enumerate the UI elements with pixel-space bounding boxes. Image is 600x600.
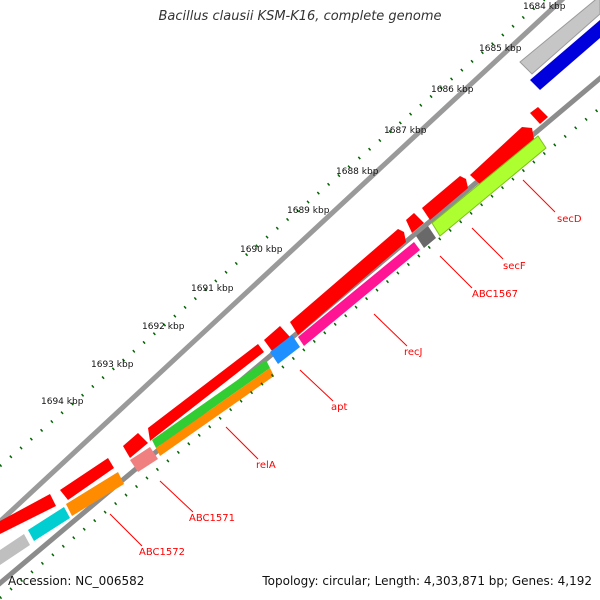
feature-gray-top[interactable] [519, 0, 600, 75]
feature-relA-green[interactable] [152, 360, 270, 448]
feature-secD[interactable] [431, 135, 547, 237]
tick-track-inner [0, 106, 600, 600]
feature-ABC1571[interactable] [130, 447, 158, 472]
tick-label: 1686 kbp [431, 85, 474, 95]
backbone-outer [0, 0, 566, 525]
feature-track-inner [0, 135, 547, 565]
gene-label-ABC1572[interactable]: ABC1572 [139, 547, 185, 558]
cds-red-7[interactable] [148, 344, 264, 441]
cds-red-5[interactable] [290, 229, 406, 335]
feature-cyan-lower[interactable] [28, 507, 70, 541]
feature-ABC1572[interactable] [66, 472, 124, 516]
feature-blue-top[interactable] [530, 20, 600, 90]
cds-red-10[interactable] [0, 494, 56, 534]
gene-label-secD[interactable]: secD [557, 214, 582, 225]
cds-red-8[interactable] [123, 433, 148, 458]
tick-label: 1687 kbp [384, 126, 427, 136]
cds-red-6[interactable] [264, 326, 290, 351]
feature-gray-lower[interactable] [0, 534, 30, 565]
feature-track-outer [0, 0, 600, 534]
tick-label: 1692 kbp [142, 322, 185, 332]
tick-label: 1691 kbp [191, 284, 234, 294]
cds-red-9[interactable] [60, 458, 114, 500]
cds-red-4[interactable] [406, 213, 424, 233]
gene-label-secF[interactable]: secF [503, 261, 526, 272]
gene-label-ABC1571[interactable]: ABC1571 [189, 513, 235, 524]
gene-labels: secD secF ABC1567 recJ apt relA ABC1571 … [139, 214, 582, 558]
tick-label: 1690 kbp [240, 245, 283, 255]
accession-text: Accession: NC_006582 [8, 574, 145, 588]
tick-label: 1693 kbp [91, 360, 134, 370]
tick-labels: 1684 kbp 1685 kbp 1686 kbp 1687 kbp 1688… [41, 2, 566, 407]
feature-relA-orange[interactable] [156, 368, 274, 456]
gene-label-relA[interactable]: relA [256, 460, 276, 471]
gene-label-ABC1567[interactable]: ABC1567 [472, 289, 518, 300]
cds-red-2[interactable] [470, 127, 534, 186]
gene-leaders [109, 179, 556, 547]
feature-apt[interactable] [270, 335, 300, 364]
cds-red-1[interactable] [530, 107, 548, 124]
tick-label: 1694 kbp [41, 397, 84, 407]
gene-label-apt[interactable]: apt [331, 402, 347, 413]
gene-label-recJ[interactable]: recJ [404, 347, 423, 358]
feature-recJ[interactable] [298, 242, 420, 346]
tick-label: 1684 kbp [523, 2, 566, 12]
tick-label: 1689 kbp [287, 206, 330, 216]
tick-track-outer [0, 0, 546, 468]
map-title: Bacillus clausii KSM-K16, complete genom… [158, 9, 442, 24]
cds-red-3[interactable] [422, 176, 468, 220]
tick-label: 1685 kbp [479, 44, 522, 54]
tick-label: 1688 kbp [336, 167, 379, 177]
genome-stats-text: Topology: circular; Length: 4,303,871 bp… [262, 574, 592, 588]
feature-ABC1567[interactable] [416, 226, 436, 248]
